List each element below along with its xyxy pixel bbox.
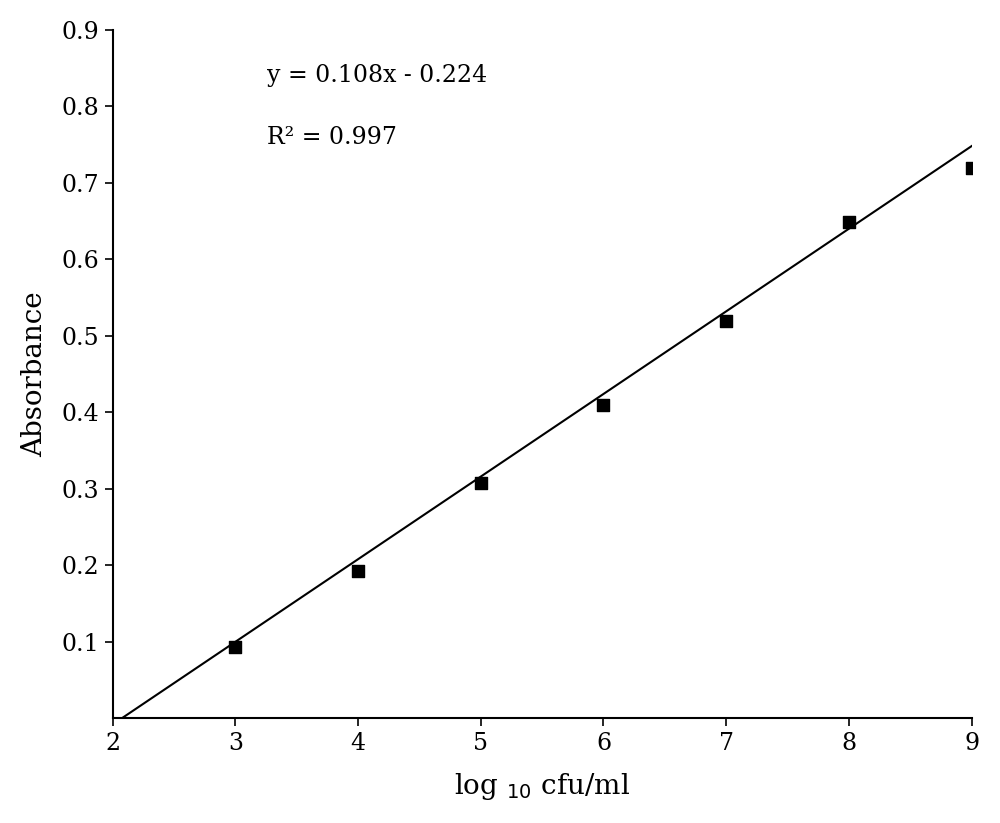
Text: y = 0.108x - 0.224: y = 0.108x - 0.224 [267,64,488,87]
Point [964,161,980,174]
Point [350,564,366,577]
X-axis label: log $_{10}$ cfu/ml: log $_{10}$ cfu/ml [454,771,630,802]
Text: R² = 0.997: R² = 0.997 [267,126,397,149]
Point [718,314,734,327]
Point [227,640,243,653]
Y-axis label: Absorbance: Absorbance [21,291,48,457]
Point [473,477,489,490]
Point [841,216,857,229]
Point [595,399,611,412]
